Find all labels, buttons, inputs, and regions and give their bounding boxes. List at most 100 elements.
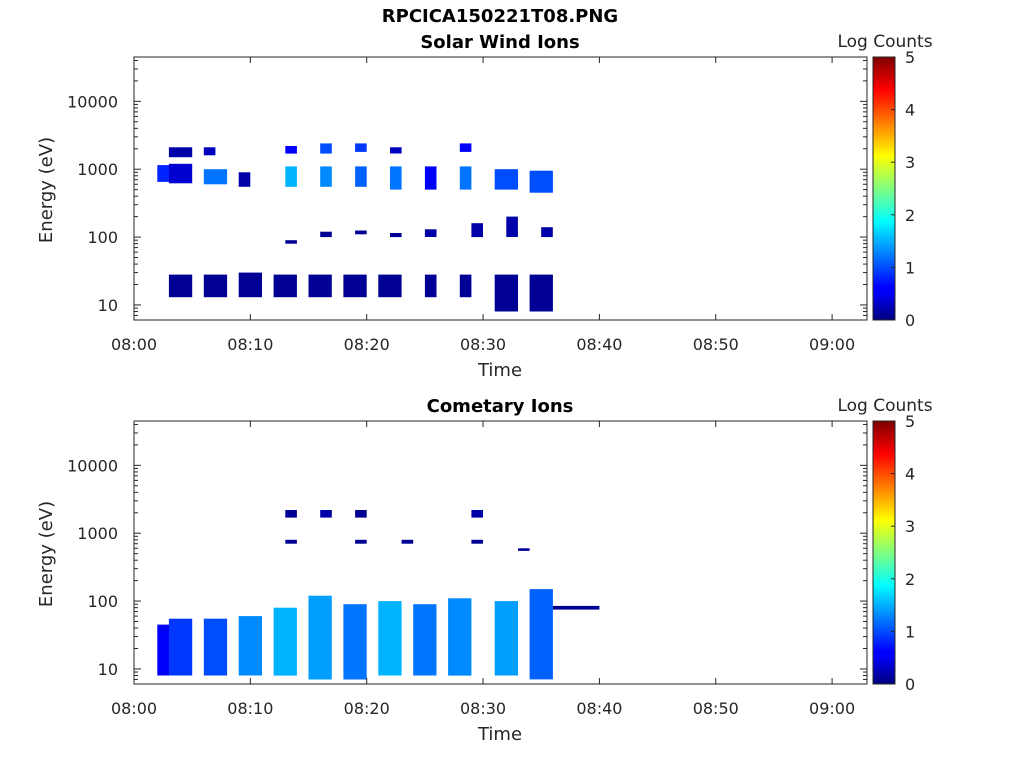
heatmap-cell [494,601,518,676]
heatmap-cell [355,539,367,544]
heatmap-cell [285,146,297,154]
x-tick-label: 08:20 [344,699,390,718]
panel-title: Cometary Ions [427,396,574,417]
heatmap-cell [308,595,332,680]
colorbar-label: Log Counts [837,396,932,416]
heatmap-cell [471,223,483,238]
heatmap-cells [157,143,553,312]
heatmap-cell [378,274,402,298]
heatmap-cell [541,227,553,238]
heatmap-cell [285,240,297,244]
y-axis: 10 100 1000 10000 [67,423,867,685]
heatmap-cell [168,274,193,298]
heatmap-cell [203,147,216,156]
heatmap-cell [355,510,367,518]
heatmap-cell [320,510,332,518]
x-tick-label: 09:00 [809,699,855,718]
heatmap-cell [238,616,262,676]
x-tick-label: 08:20 [344,335,390,354]
x-tick-label: 08:50 [693,699,739,718]
heatmap-cell [390,147,402,154]
colorbar-tick-label: 4 [905,101,915,120]
y-tick-label: 10000 [67,456,118,475]
y-tick-label: 1000 [77,524,118,543]
heatmap-cell [424,229,437,237]
colorbar-tick-label: 3 [905,153,915,172]
x-axis: 08:00 08:10 08:20 08:30 08:40 08:50 09:00 [111,57,855,354]
heatmap-cell [320,166,332,187]
heatmap-cell [494,274,518,312]
heatmap-cell [494,169,518,190]
heatmap-cell [413,604,437,676]
colorbar [872,420,896,685]
heatmap-cell [529,589,553,680]
colorbar-axis: 0 1 2 3 4 5 [891,48,915,330]
heatmap-cell [355,166,367,187]
heatmap-cell [506,216,518,237]
heatmap-cell [529,274,553,312]
heatmap-cell [168,163,193,184]
heatmap-cell [203,618,228,676]
x-tick-label: 08:10 [227,699,273,718]
colorbar-tick-label: 4 [905,465,915,484]
heatmap-cell [459,166,472,190]
heatmap-cells [157,510,600,680]
y-axis-label: Energy (eV) [36,137,57,243]
y-axis: 10 100 1000 10000 [67,59,867,321]
heatmap-cell [390,233,402,238]
heatmap-cell [273,607,297,676]
heatmap-cell [343,274,367,298]
panel-title: Solar Wind Ions [420,32,579,53]
x-axis: 08:00 08:10 08:20 08:30 08:40 08:50 09:00 [111,421,855,718]
heatmap-cell [518,548,530,551]
heatmap-cell [355,143,367,152]
heatmap-cell [424,166,437,190]
y-tick-label: 100 [87,592,118,611]
heatmap-cell [285,510,297,518]
x-axis-label: Time [477,724,522,745]
x-tick-label: 08:50 [693,335,739,354]
heatmap-cell [168,618,193,676]
colorbar-tick-label: 2 [905,206,915,225]
x-tick-label: 08:30 [460,699,506,718]
colorbar-axis: 0 1 2 3 4 5 [891,412,915,694]
heatmap-cell [285,166,297,187]
heatmap-cell [285,539,297,544]
heatmap-cell [203,274,228,298]
heatmap-cell [320,143,332,154]
colorbar-tick-label: 5 [905,412,915,431]
colorbar-tick-label: 0 [905,311,915,330]
y-axis-label: Energy (eV) [36,501,57,607]
heatmap-cell [320,231,332,238]
heatmap-cell [168,147,193,158]
colorbar-tick-label: 1 [905,258,915,277]
colorbar-tick-label: 2 [905,570,915,589]
heatmap-cell [529,170,553,193]
heatmap-cell [390,166,402,190]
x-axis-label: Time [477,360,522,381]
colorbar-tick-label: 1 [905,622,915,641]
y-tick-label: 100 [87,228,118,247]
heatmap-cell [355,230,367,235]
colorbar-label: Log Counts [837,32,932,52]
colorbar-tick-label: 3 [905,517,915,536]
y-tick-label: 10 [98,660,118,679]
heatmap-cell [343,604,367,680]
heatmap-cell [424,274,437,298]
x-tick-label: 08:10 [227,335,273,354]
heatmap-cell [238,172,251,187]
heatmap-cell [203,169,228,185]
y-tick-label: 10000 [67,92,118,111]
heatmap-cell [448,598,472,676]
x-tick-label: 08:40 [576,699,622,718]
heatmap-cell [471,510,483,518]
colorbar [872,56,896,321]
heatmap-cell [238,272,262,298]
cometary-panel: Cometary Ions 08:00 08:10 08:20 08:30 08:40 0… [36,396,933,745]
x-tick-label: 08:40 [576,335,622,354]
figure-title: RPCICA150221T08.PNG [381,6,619,27]
heatmap-cell [378,601,402,676]
y-tick-label: 1000 [77,160,118,179]
x-tick-label: 09:00 [809,335,855,354]
